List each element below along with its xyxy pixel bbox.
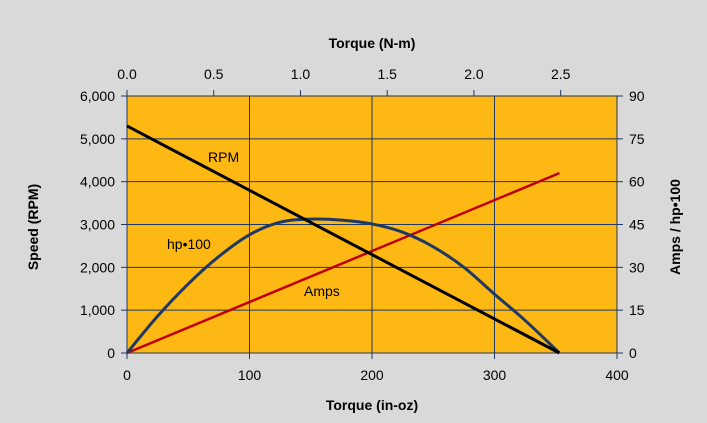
y-right-tick-label: 75 <box>629 131 645 147</box>
x-bottom-tick-label: 400 <box>605 367 629 383</box>
x-top-tick-label: 0.5 <box>204 66 224 82</box>
y-left-tick-label: 2,000 <box>80 259 115 275</box>
x-top-tick-label: 2.0 <box>464 66 484 82</box>
x-bottom-tick-label: 100 <box>238 367 262 383</box>
y-left-tick-label: 1,000 <box>80 302 115 318</box>
y-left-tick-label: 3,000 <box>80 217 115 233</box>
x-top-tick-label: 0.0 <box>117 66 137 82</box>
y-left-tick-label: 4,000 <box>80 174 115 190</box>
y-right-tick-label: 30 <box>629 259 645 275</box>
y-right-tick-label: 90 <box>629 88 645 104</box>
x-bottom-tick-label: 300 <box>483 367 507 383</box>
series-lines <box>125 124 561 355</box>
series-label-amps: Amps <box>304 283 340 299</box>
series-label-rpm: RPM <box>208 149 239 165</box>
series-label-hp: hp•100 <box>167 236 211 252</box>
series-line-rpm <box>126 124 561 355</box>
x-axis-bottom-title: Torque (in-oz) <box>326 397 418 413</box>
x-bottom-tick-label: 0 <box>123 367 131 383</box>
x-top-tick-label: 1.0 <box>291 66 311 82</box>
y-right-tick-label: 0 <box>629 345 637 361</box>
x-axis-top-title: Torque (N-m) <box>329 35 416 51</box>
x-bottom-tick-label: 200 <box>360 367 384 383</box>
y-right-tick-label: 45 <box>629 217 645 233</box>
x-top-tick-label: 2.5 <box>551 66 571 82</box>
y-axis-left-title: Speed (RPM) <box>25 184 41 270</box>
y-right-tick-label: 15 <box>629 302 645 318</box>
y-left-tick-label: 6,000 <box>80 88 115 104</box>
y-right-tick-label: 60 <box>629 174 645 190</box>
y-left-tick-label: 0 <box>107 345 115 361</box>
series-line-amps <box>126 171 560 355</box>
tick-labels: 0 1,000 2,000 3,000 4,000 5,000 6,000 0 15 30 45 60… <box>80 66 645 383</box>
y-axis-right-title: Amps / hp•100 <box>667 179 683 275</box>
y-left-tick-label: 5,000 <box>80 131 115 147</box>
series-line-hp <box>125 217 561 355</box>
x-top-tick-label: 1.5 <box>377 66 397 82</box>
